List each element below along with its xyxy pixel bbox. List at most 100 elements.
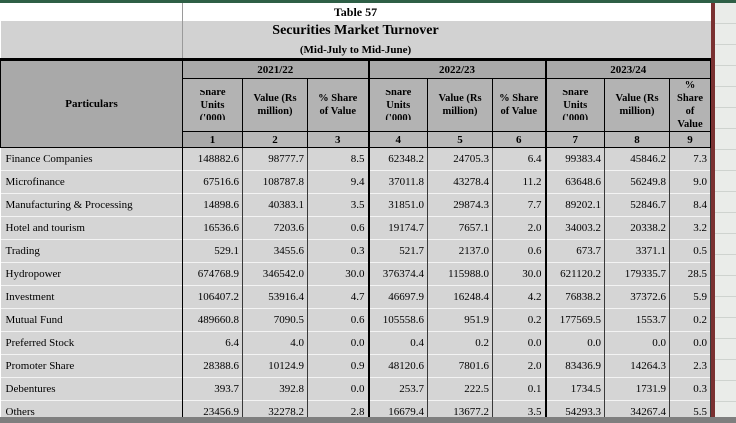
table-label-row: Table 57 — [0, 3, 711, 21]
table-row: Finance Companies 148882.6 98777.7 8.5 62348… — [0, 147, 712, 171]
table-title-row: Securities Market Turnover — [0, 21, 711, 41]
table-row: Preferred Stock 6.4 4.0 0.0 0.4 0.2 0.0 0.0 0.0 0… — [0, 331, 712, 355]
table-row: Microfinance 67516.6 108787.8 9.4 37011.8 432… — [0, 170, 712, 194]
row-label: Hotel and tourism — [0, 216, 183, 240]
cell: 0.0 — [492, 331, 547, 355]
table-body: Finance Companies 148882.6 98777.7 8.5 62348… — [0, 147, 712, 423]
cell: 7657.1 — [427, 216, 493, 240]
cell: 52846.7 — [604, 193, 670, 217]
cell: 19174.7 — [368, 216, 428, 240]
value-header: Value (Rs million) — [427, 78, 493, 132]
cell: 529.1 — [182, 239, 243, 263]
cell: 14898.6 — [182, 193, 243, 217]
cell: 0.3 — [669, 377, 712, 401]
row-label: Finance Companies — [0, 147, 183, 171]
cell: 43278.4 — [427, 170, 493, 194]
cell: 16536.6 — [182, 216, 243, 240]
cell: 0.2 — [669, 308, 712, 332]
cell: 67516.6 — [182, 170, 243, 194]
cell: 40383.1 — [242, 193, 308, 217]
cell: 148882.6 — [182, 147, 243, 171]
cell: 0.6 — [492, 239, 547, 263]
cell: 521.7 — [368, 239, 428, 263]
cell: 108787.8 — [242, 170, 308, 194]
cell: 30.0 — [307, 262, 370, 286]
cell: 34003.2 — [545, 216, 605, 240]
cell: 37372.6 — [604, 285, 670, 309]
row-label: Investment — [0, 285, 183, 309]
row-label: Hydropower — [0, 262, 183, 286]
table-row: Promoter Share 28388.6 10124.9 0.9 48120.6 78… — [0, 354, 712, 378]
cell: 0.6 — [307, 308, 370, 332]
cell: 392.8 — [242, 377, 308, 401]
column-number: 2 — [242, 131, 308, 148]
table-label: Table 57 — [0, 3, 711, 21]
cell: 14264.3 — [604, 354, 670, 378]
cell: 0.3 — [307, 239, 370, 263]
column-number: 8 — [604, 131, 670, 148]
cell: 105558.6 — [368, 308, 428, 332]
cell: 222.5 — [427, 377, 493, 401]
table-row: Hotel and tourism 16536.6 7203.6 0.6 19174.7… — [0, 216, 712, 240]
row-label: Microfinance — [0, 170, 183, 194]
cell: 31851.0 — [368, 193, 428, 217]
adjacent-sheet-column — [714, 3, 736, 417]
securities-market-turnover-table: Table 57 Securities Market Turnover (Mid… — [0, 3, 712, 423]
cell: 9.0 — [669, 170, 712, 194]
cell: 83436.9 — [545, 354, 605, 378]
cell: 10124.9 — [242, 354, 308, 378]
cell: 179335.7 — [604, 262, 670, 286]
year-header-row: Particulars 2021/22 2022/23 2023/24 — [0, 59, 712, 148]
cell: 1731.9 — [604, 377, 670, 401]
column-number: 7 — [545, 131, 605, 148]
row-label: Debentures — [0, 377, 183, 401]
value-header: Value (Rs million) — [242, 78, 308, 132]
cell: 0.5 — [669, 239, 712, 263]
cell: 98777.7 — [242, 147, 308, 171]
top-green-border — [0, 0, 736, 3]
share-units-header: Share Units ('000) — [182, 78, 243, 132]
cell: 0.4 — [368, 331, 428, 355]
table-title: Securities Market Turnover — [0, 21, 711, 41]
cell: 62348.2 — [368, 147, 428, 171]
table-row: Trading 529.1 3455.6 0.3 521.7 2137.0 0.6 673.7… — [0, 239, 712, 263]
row-label: Manufacturing & Processing — [0, 193, 183, 217]
cell: 0.2 — [492, 308, 547, 332]
cell: 7090.5 — [242, 308, 308, 332]
cell: 2137.0 — [427, 239, 493, 263]
cell: 63648.6 — [545, 170, 605, 194]
cell: 6.4 — [182, 331, 243, 355]
content-area: Table 57 Securities Market Turnover (Mid… — [0, 3, 736, 423]
cell: 4.7 — [307, 285, 370, 309]
cell: 28388.6 — [182, 354, 243, 378]
cell: 0.9 — [307, 354, 370, 378]
cell: 53916.4 — [242, 285, 308, 309]
cell: 9.4 — [307, 170, 370, 194]
cell: 30.0 — [492, 262, 547, 286]
cell: 37011.8 — [368, 170, 428, 194]
table-row: Manufacturing & Processing 14898.6 40383.1… — [0, 193, 712, 217]
cell: 7801.6 — [427, 354, 493, 378]
table-subtitle: (Mid-July to Mid-June) — [0, 41, 711, 61]
cell: 376374.4 — [368, 262, 428, 286]
cell: 46697.9 — [368, 285, 428, 309]
cell: 0.0 — [307, 331, 370, 355]
bottom-gray-strip — [0, 417, 736, 423]
cell: 5.9 — [669, 285, 712, 309]
cell: 253.7 — [368, 377, 428, 401]
table-row: Mutual Fund 489660.8 7090.5 0.6 105558.6 951.… — [0, 308, 712, 332]
cell: 45846.2 — [604, 147, 670, 171]
cell: 1734.5 — [545, 377, 605, 401]
share-units-header: Share Units ('000) — [545, 78, 605, 132]
cell: 2.3 — [669, 354, 712, 378]
cell: 115988.0 — [427, 262, 493, 286]
column-number: 3 — [307, 131, 370, 148]
cell: 674768.9 — [182, 262, 243, 286]
cell: 7203.6 — [242, 216, 308, 240]
cell: 4.0 — [242, 331, 308, 355]
cell: 24705.3 — [427, 147, 493, 171]
column-number: 4 — [368, 131, 428, 148]
cell: 0.0 — [669, 331, 712, 355]
cell: 0.0 — [307, 377, 370, 401]
